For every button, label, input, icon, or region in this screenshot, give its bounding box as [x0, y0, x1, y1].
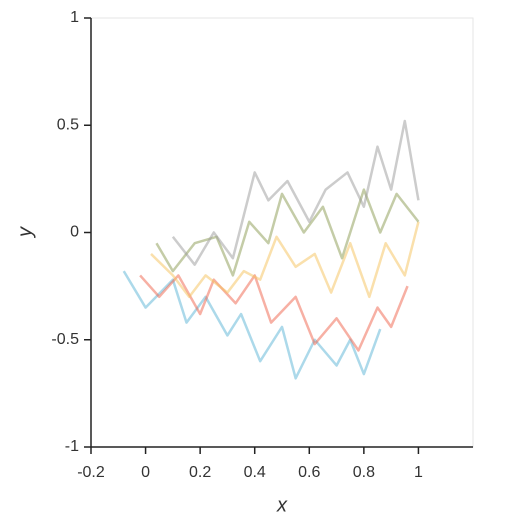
x-tick-label: 0.2	[189, 464, 211, 481]
y-tick-label: 0	[70, 224, 79, 241]
y-tick-label: 0.5	[57, 116, 79, 133]
x-tick-label: 0.4	[244, 464, 266, 481]
series-line	[155, 188, 420, 277]
series-line	[150, 221, 420, 299]
x-axis-label: x	[276, 494, 288, 516]
y-tick-label: -0.5	[51, 331, 79, 348]
series-line	[171, 119, 420, 266]
y-axis-label: y	[14, 226, 36, 239]
series-line	[122, 270, 382, 380]
x-tick-label: 0.6	[298, 464, 320, 481]
x-tick-label: 1	[414, 464, 423, 481]
y-tick-label: -1	[65, 438, 79, 455]
y-tick-label: 1	[70, 9, 79, 26]
x-tick-label: 0	[141, 464, 150, 481]
x-tick-label: -0.2	[77, 464, 105, 481]
series-line	[139, 274, 409, 352]
x-tick-label: 0.8	[353, 464, 375, 481]
